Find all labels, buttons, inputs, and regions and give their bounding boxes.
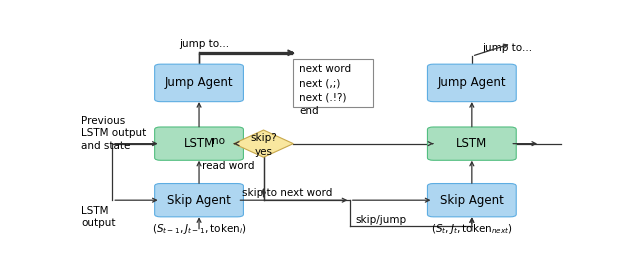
Text: LSTM: LSTM <box>184 137 214 150</box>
Text: jump to...: jump to... <box>482 43 532 53</box>
Text: $(S_t, J_t, \mathrm{token}_{next})$: $(S_t, J_t, \mathrm{token}_{next})$ <box>431 222 513 236</box>
Text: skip to next word: skip to next word <box>243 188 333 198</box>
Text: LSTM: LSTM <box>456 137 488 150</box>
FancyBboxPatch shape <box>155 127 243 160</box>
FancyBboxPatch shape <box>428 127 516 160</box>
Text: LSTM
output: LSTM output <box>81 206 115 228</box>
FancyBboxPatch shape <box>155 184 243 217</box>
Text: $(S_{t-1}, J_{t-1}, \mathrm{token}_i)$: $(S_{t-1}, J_{t-1}, \mathrm{token}_i)$ <box>152 222 246 236</box>
Text: jump to...: jump to... <box>179 39 229 49</box>
Text: next word
next (,;)
next (.!?)
end: next word next (,;) next (.!?) end <box>300 64 351 116</box>
Text: Skip Agent: Skip Agent <box>440 194 504 207</box>
FancyBboxPatch shape <box>428 64 516 102</box>
Text: skip?: skip? <box>250 133 277 143</box>
FancyBboxPatch shape <box>428 184 516 217</box>
Text: Previous
LSTM output
and state: Previous LSTM output and state <box>81 116 147 151</box>
Text: no: no <box>212 135 225 146</box>
Bar <box>293 59 372 107</box>
Text: skip/jump: skip/jump <box>355 215 406 225</box>
Polygon shape <box>234 130 293 157</box>
Text: Skip Agent: Skip Agent <box>167 194 231 207</box>
Text: Jump Agent: Jump Agent <box>164 76 234 89</box>
Text: yes: yes <box>255 147 273 157</box>
Text: Jump Agent: Jump Agent <box>438 76 506 89</box>
Text: read word: read word <box>202 161 254 171</box>
FancyBboxPatch shape <box>155 64 243 102</box>
